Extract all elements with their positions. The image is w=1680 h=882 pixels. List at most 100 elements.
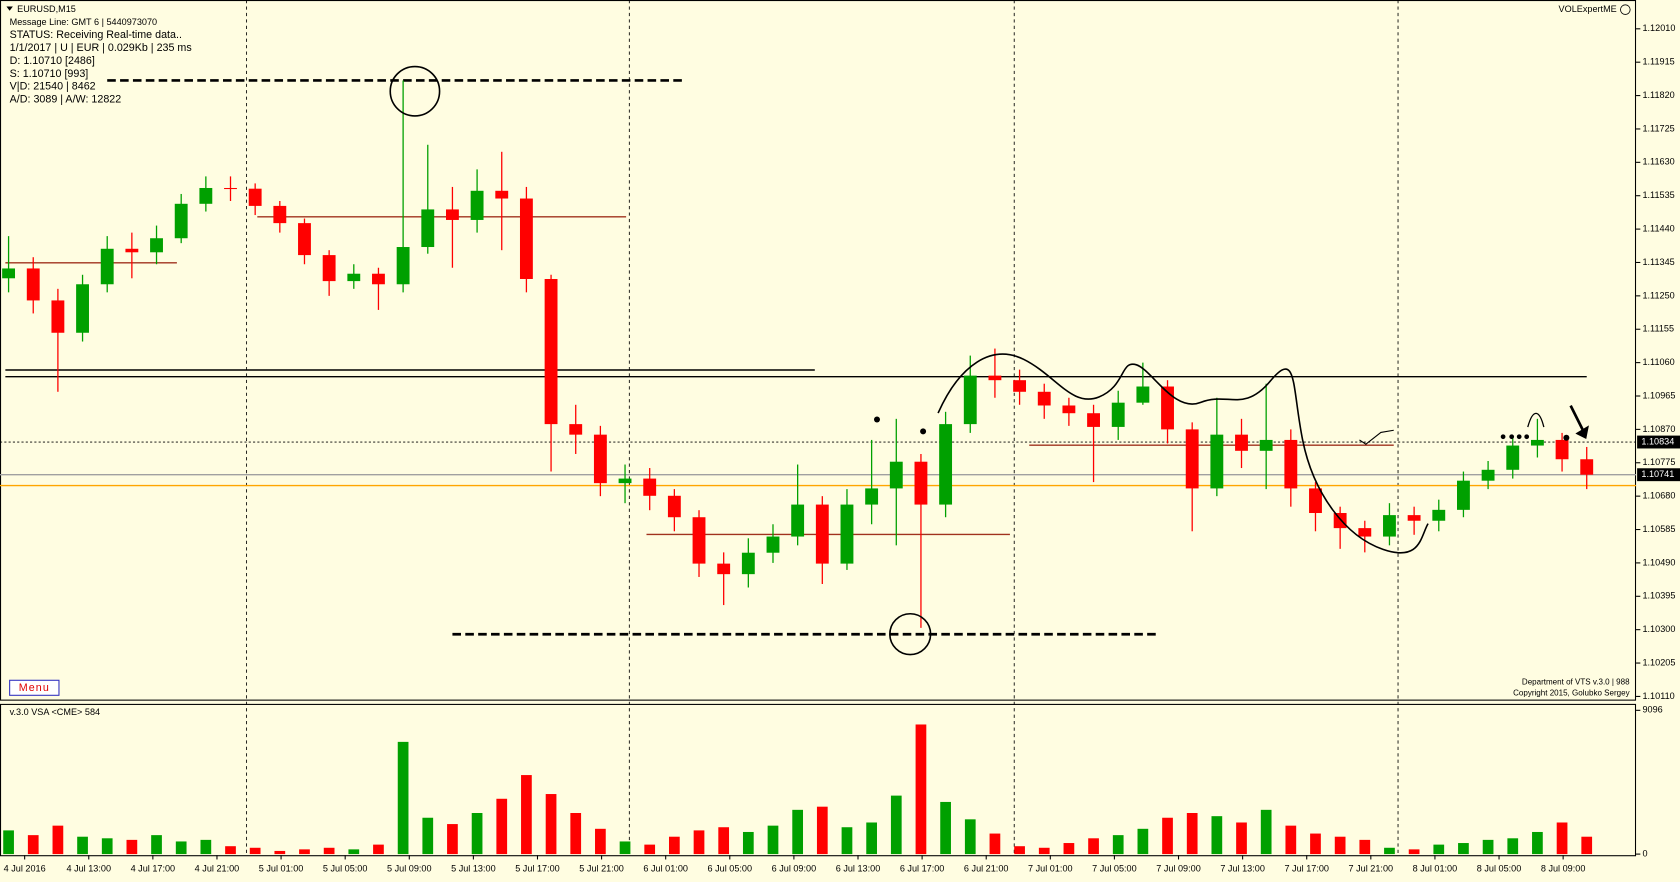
- dot: [873, 416, 880, 423]
- info-line: 1/1/2017 | U | EUR | 0.029Kb | 235 ms: [10, 42, 192, 54]
- candle-body: [150, 238, 163, 253]
- y-tick-label: 1.12010: [1642, 23, 1675, 33]
- x-tick-label: 5 Jul 05:00: [323, 864, 368, 874]
- x-tick-label: 7 Jul 05:00: [1092, 864, 1137, 874]
- volume-bar: [27, 835, 39, 855]
- candle-body: [1383, 515, 1396, 537]
- volume-tick-label: 9096: [1642, 705, 1662, 715]
- volume-tick-label: 0: [1642, 849, 1647, 859]
- candle-body: [1432, 509, 1446, 521]
- price-label: 1.10834: [1641, 436, 1674, 446]
- indicator-label: v.3.0 VSA <CME> 584: [10, 707, 100, 717]
- volume-bar: [496, 798, 508, 855]
- volume-bar: [101, 838, 113, 855]
- candle-body: [1580, 459, 1594, 475]
- y-tick-label: 1.11820: [1642, 90, 1674, 100]
- volume-bar: [767, 825, 779, 855]
- candle-body: [1111, 402, 1125, 427]
- y-tick-label: 1.11630: [1642, 157, 1674, 167]
- volume-bar: [397, 741, 409, 855]
- arrow-head: [1575, 425, 1589, 439]
- volume-bar: [964, 819, 976, 855]
- volume-bar: [471, 813, 483, 855]
- volume-bar: [545, 794, 557, 855]
- candle-body: [76, 284, 89, 333]
- volume-bar: [299, 849, 310, 855]
- volume-bar: [1581, 836, 1593, 855]
- volume-bar: [792, 809, 804, 855]
- volume-bar: [668, 836, 680, 855]
- x-tick-label: 6 Jul 21:00: [964, 864, 1009, 874]
- volume-bar: [447, 824, 458, 855]
- candle-body: [470, 190, 484, 220]
- dot: [920, 428, 927, 435]
- candle-body: [298, 223, 311, 256]
- candle-body: [643, 478, 657, 496]
- menu-box[interactable]: [9, 679, 60, 696]
- frame: [0, 0, 1637, 857]
- menu-button[interactable]: Menu: [9, 679, 60, 696]
- candles: [2, 80, 1594, 628]
- volume-bar: [274, 850, 286, 855]
- x-tick-label: 8 Jul 01:00: [1413, 864, 1458, 874]
- candle-body: [1235, 434, 1248, 451]
- volume-bar: [225, 846, 236, 855]
- volume-bar: [1162, 817, 1173, 855]
- candle-body: [26, 268, 40, 301]
- volume-bar: [1384, 847, 1395, 855]
- x-tick-label: 4 Jul 17:00: [131, 864, 176, 874]
- x-tick-label: 5 Jul 17:00: [515, 864, 560, 874]
- volume-bar: [1038, 847, 1050, 855]
- hand-drawn-curve: [937, 353, 1429, 554]
- candle-body: [199, 187, 213, 204]
- candle-body: [445, 209, 459, 220]
- candle-body: [1407, 515, 1421, 521]
- x-tick-label: 7 Jul 21:00: [1349, 864, 1394, 874]
- candle-body: [273, 205, 287, 224]
- axes: 1.12010 1.11915 1.11820 1.11725 1.11630 1.115…: [4, 23, 1680, 874]
- price-label: 1.10741: [1641, 469, 1674, 479]
- candle-body: [174, 203, 188, 239]
- x-tick-label: 6 Jul 09:00: [772, 864, 817, 874]
- circle-annotation: [389, 65, 441, 117]
- candle-body: [1013, 380, 1027, 392]
- volume-bar: [693, 830, 705, 855]
- hump: [1527, 412, 1545, 428]
- candle-body: [1530, 439, 1544, 446]
- volume-bar: [890, 795, 902, 855]
- x-tick-label: 6 Jul 17:00: [900, 864, 945, 874]
- candle-body: [224, 187, 237, 190]
- candle-body: [1037, 391, 1051, 406]
- volume-bar: [866, 822, 877, 855]
- candle-body: [840, 504, 854, 564]
- volume-bar: [521, 775, 532, 855]
- dropdown-triangle: [6, 6, 13, 11]
- volume-bar: [570, 813, 582, 855]
- candle-body: [618, 478, 632, 484]
- x-tick-label: 5 Jul 13:00: [451, 864, 496, 874]
- candle-body: [1284, 439, 1298, 489]
- info-line: D: 1.10710 [2486]: [10, 55, 95, 67]
- volume-bar: [1186, 813, 1198, 855]
- dot: [1563, 434, 1570, 441]
- dot: [1500, 434, 1506, 440]
- candle-body: [939, 424, 953, 505]
- volume-bar: [249, 847, 261, 855]
- volume-bar: [77, 836, 88, 855]
- candle-body: [1457, 480, 1470, 510]
- x-tick-label: 8 Jul 05:00: [1477, 864, 1522, 874]
- menu-label[interactable]: Menu: [19, 682, 50, 694]
- volume-bar: [940, 801, 951, 855]
- y-tick-label: 1.10300: [1642, 624, 1675, 634]
- volume-bar: [1285, 825, 1297, 855]
- volume-bar: [1137, 828, 1149, 855]
- x-tick-label: 7 Jul 01:00: [1028, 864, 1073, 874]
- x-tick-label: 8 Jul 09:00: [1541, 864, 1586, 874]
- volume-bar: [52, 825, 64, 855]
- candle-body: [815, 504, 829, 564]
- candle-body: [988, 375, 1002, 381]
- y-tick-label: 1.10110: [1642, 691, 1674, 701]
- volume-bar: [1408, 849, 1420, 855]
